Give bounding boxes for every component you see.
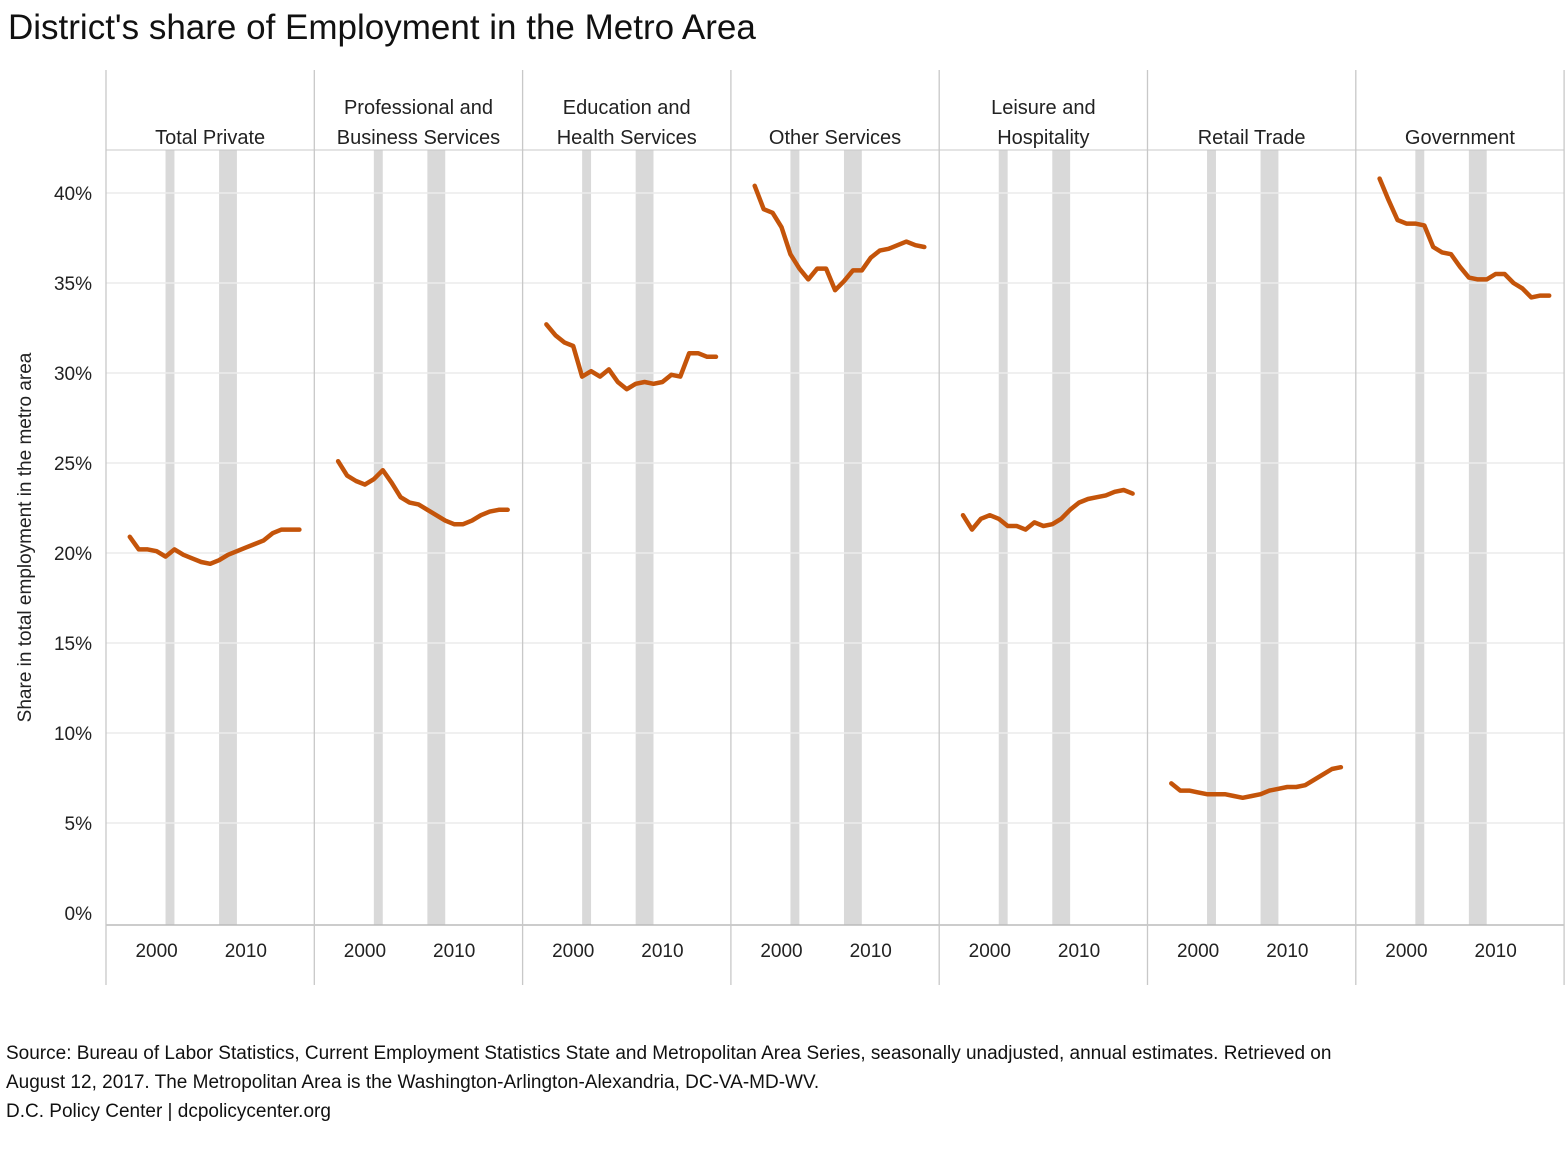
credit-line: D.C. Policy Center | dcpolicycenter.org bbox=[6, 1101, 331, 1122]
y-tick-label: 25% bbox=[54, 454, 92, 475]
recession-band bbox=[165, 150, 175, 925]
y-tick-label: 35% bbox=[54, 274, 92, 295]
y-tick-label: 20% bbox=[54, 544, 92, 565]
recession-band bbox=[635, 150, 654, 925]
recession-band bbox=[1468, 150, 1487, 925]
x-tick-label: 2010 bbox=[850, 941, 892, 962]
recession-bands bbox=[165, 150, 1487, 925]
x-tick-label: 2010 bbox=[433, 941, 475, 962]
y-axis-label: Share in total employment in the metro a… bbox=[15, 352, 36, 722]
recession-band bbox=[427, 150, 446, 925]
recession-band bbox=[843, 150, 862, 925]
x-tick-label: 2010 bbox=[225, 941, 267, 962]
panel-header-professional-and-business-services: Business Services bbox=[337, 127, 500, 149]
chart-title: District's share of Employment in the Me… bbox=[8, 8, 756, 47]
series-line-leisure-and-hospitality bbox=[960, 487, 1135, 532]
x-tick-label: 2000 bbox=[552, 941, 594, 962]
recession-band bbox=[1260, 150, 1279, 925]
y-tick-label: 30% bbox=[54, 364, 92, 385]
x-tick-label: 2000 bbox=[1385, 941, 1427, 962]
recession-band bbox=[582, 150, 592, 925]
panel-header-total-private: Total Private bbox=[155, 127, 265, 149]
series-line-professional-and-business-services bbox=[335, 458, 510, 527]
recession-band bbox=[219, 150, 237, 925]
panel-header-retail-trade: Retail Trade bbox=[1198, 127, 1306, 149]
panel-header-government: Government bbox=[1405, 127, 1515, 149]
x-tick-label: 2010 bbox=[1475, 941, 1517, 962]
recession-band bbox=[373, 150, 383, 925]
panel-header-education-and-health-services: Health Services bbox=[557, 127, 697, 149]
panel-header-professional-and-business-services: Professional and bbox=[344, 97, 493, 119]
x-axis: 2000 2010 2000 2010 2000 2010 2000 2010 2000 2010… bbox=[135, 941, 1516, 962]
x-tick-label: 2000 bbox=[135, 941, 177, 962]
x-tick-label: 2010 bbox=[1266, 941, 1308, 962]
source-note-line-1: Source: Bureau of Labor Statistics, Curr… bbox=[6, 1043, 1332, 1064]
y-tick-label: 15% bbox=[54, 634, 92, 655]
panel-header-leisure-and-hospitality: Hospitality bbox=[997, 127, 1089, 149]
gridlines bbox=[106, 192, 1565, 824]
y-tick-label: 5% bbox=[65, 814, 93, 835]
panel-header-education-and-health-services: Education and bbox=[563, 97, 691, 119]
recession-band bbox=[1207, 150, 1216, 925]
panel-header-other-services: Other Services bbox=[769, 127, 901, 149]
y-axis: 0% 5% 10% 15% 20% 25% 30% 35% 40% Share in total … bbox=[15, 184, 92, 925]
panel-frame bbox=[105, 70, 1565, 985]
x-tick-label: 2010 bbox=[641, 941, 683, 962]
y-tick-label: 0% bbox=[65, 904, 93, 925]
series-line-government bbox=[1377, 176, 1552, 300]
source-note-line-2: August 12, 2017. The Metropolitan Area i… bbox=[6, 1072, 820, 1093]
x-tick-label: 2000 bbox=[760, 941, 802, 962]
series-line-retail-trade bbox=[1169, 764, 1344, 801]
chart-canvas: Total Private Professional and Business Se… bbox=[15, 70, 1565, 985]
x-tick-label: 2000 bbox=[344, 941, 386, 962]
recession-band bbox=[998, 150, 1008, 925]
panel-headers: Total Private Professional and Business Se… bbox=[155, 97, 1515, 149]
series-line-other-services bbox=[752, 183, 927, 293]
x-tick-label: 2000 bbox=[969, 941, 1011, 962]
series-line-education-and-health-services bbox=[544, 322, 719, 392]
recession-band bbox=[1415, 150, 1425, 925]
panel-header-leisure-and-hospitality: Leisure and bbox=[991, 97, 1096, 119]
recession-band bbox=[790, 150, 800, 925]
recession-band bbox=[1052, 150, 1071, 925]
x-tick-label: 2010 bbox=[1058, 941, 1100, 962]
series-lines bbox=[127, 176, 1552, 801]
y-tick-label: 40% bbox=[54, 184, 92, 205]
y-tick-label: 10% bbox=[54, 724, 92, 745]
x-tick-label: 2000 bbox=[1177, 941, 1219, 962]
series-line-total-private bbox=[127, 527, 302, 567]
